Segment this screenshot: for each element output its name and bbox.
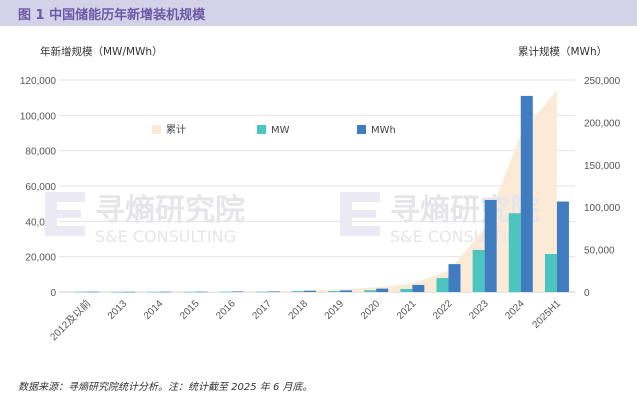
x-tick-label: 2016 [214,298,238,322]
bar-mw [400,288,413,292]
bar-mw [436,278,449,292]
legend-swatch [152,125,161,134]
bar-mw [75,291,88,293]
x-tick-label: 2020 [359,298,383,322]
bar-mwh [376,288,389,292]
x-tick-label: 2025H1 [531,298,564,331]
bar-mwh [267,291,280,293]
bar-mw [291,291,304,292]
legend-label: MW [271,125,290,136]
bar-mwh [123,291,136,293]
right-axis-title: 累计规模（MWh） [518,46,608,58]
bar-mwh [520,95,533,293]
bar-mwh [87,291,100,293]
bar-mwh [340,290,353,292]
left-tick-label: 80,000 [25,147,56,158]
source-note: 数据来源：寻熵研究院统计分析。注：统计截至 2025 年 6 月底。 [18,382,313,393]
right-tick-label: 100,000 [584,203,621,214]
bar-mw [364,290,377,292]
x-tick-label: 2015 [178,298,202,322]
title-bar: 图 1 中国储能历年新增装机规模 [0,0,637,26]
x-tick-label: 2017 [250,298,274,322]
right-tick-label: 50,000 [584,246,615,257]
right-tick-label: 0 [584,288,590,299]
right-tick-label: 200,000 [584,118,621,129]
x-tick-label: 2012及以前 [47,297,93,343]
bar-mwh [484,199,497,292]
bar-mwh [231,291,244,293]
bar-mwh [159,291,172,293]
left-tick-label: 60,000 [25,182,56,193]
x-tick-label: 2021 [395,298,419,322]
legend-swatch [357,125,366,134]
bar-mwh [412,284,425,292]
bar-mw [147,291,160,293]
left-axis-title: 年新增规模（MW/MWh） [40,46,163,58]
watermark-text-en: S&E CONSULTING [95,227,236,246]
x-tick-label: 2024 [503,298,527,322]
bar-mw [328,291,341,292]
chart-title: 图 1 中国储能历年新增装机规模 [18,8,206,23]
watermark-logo-icon [340,192,380,236]
bar-mwh [303,290,316,292]
left-tick-label: 0 [50,288,56,299]
bar-mw [472,249,485,292]
x-tick-label: 2019 [323,298,347,322]
legend-label: MWh [371,125,396,136]
watermark-logo-icon [45,192,85,236]
x-tick-label: 2023 [467,298,491,322]
legend-label: 累计 [166,123,186,136]
bar-mwh [556,201,569,292]
right-tick-label: 150,000 [584,161,621,172]
bar-mw [255,291,268,293]
bar-mwh [195,291,208,293]
legend-swatch [257,125,266,134]
x-tick-label: 2018 [287,298,311,322]
watermark-text: 寻熵研究院 [95,193,245,228]
left-tick-label: 40,000 [25,217,56,228]
x-tick-label: 2022 [431,298,455,322]
bar-mw [544,254,557,292]
bar-mw [508,213,521,292]
bar-mw [183,291,196,293]
left-tick-label: 20,000 [25,253,56,264]
bar-mw [219,291,232,293]
x-tick-label: 2014 [142,298,166,322]
x-tick-label: 2013 [106,298,130,322]
left-tick-label: 100,000 [20,111,57,122]
left-tick-label: 120,000 [20,76,57,87]
bar-mw [111,291,124,293]
right-tick-label: 250,000 [584,76,621,87]
bar-mwh [448,264,461,292]
